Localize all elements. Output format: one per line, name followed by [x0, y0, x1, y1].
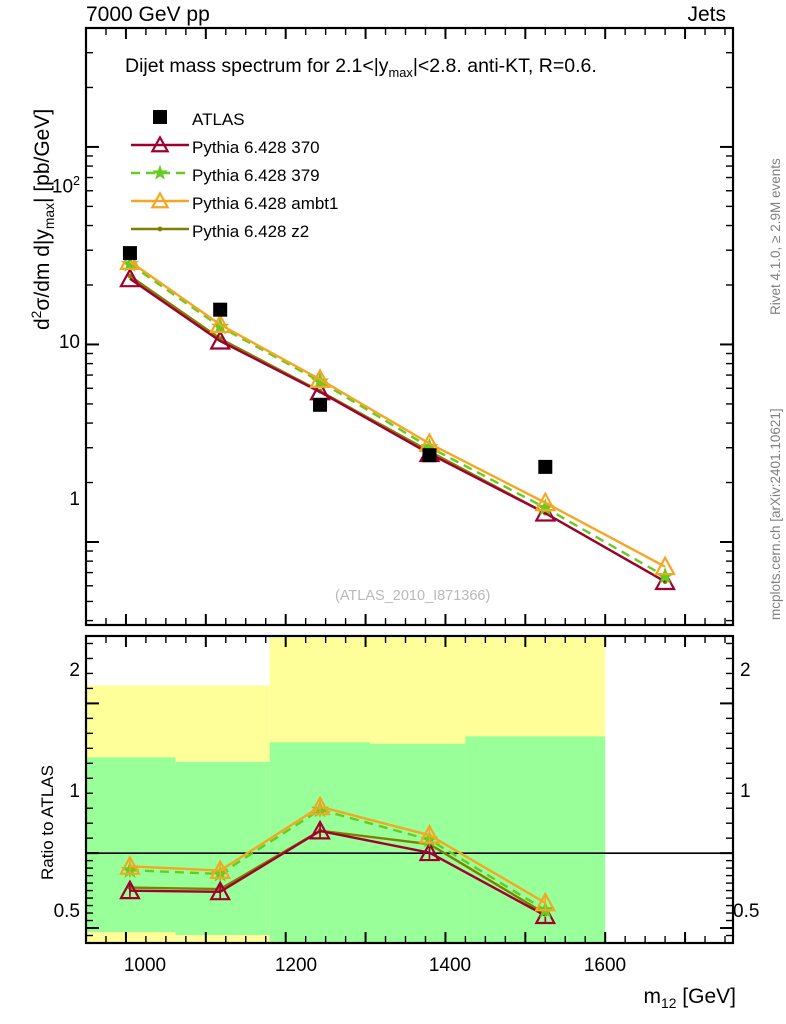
- marker-triangle: [309, 368, 331, 388]
- main-series-line: [129, 260, 666, 568]
- marker-triangle: [418, 841, 441, 862]
- ratio-plot-frame: [84, 634, 735, 945]
- ratio-band-green: [269, 742, 370, 943]
- main-plot-frame: [84, 26, 735, 627]
- marker-dot: [157, 226, 163, 232]
- main-series-line: [129, 277, 666, 583]
- ratio-ytick-2-left: 2: [69, 660, 80, 681]
- marker-triangle: [209, 329, 232, 350]
- xtick-1400: 1400: [428, 955, 472, 976]
- marker-star: [152, 164, 168, 180]
- ratio-band-yellow-low: [86, 932, 176, 943]
- marker-triangle: [534, 891, 557, 912]
- main-series-line: [129, 263, 666, 578]
- xtick-1200: 1200: [274, 955, 318, 976]
- marker-triangle: [119, 855, 141, 875]
- x-axis-label: m12 [GeV]: [643, 985, 736, 1012]
- ratio-ytick-05-left: 0.5: [53, 901, 80, 922]
- ratio-ytick-2-right: 2: [740, 660, 751, 681]
- marker-square: [153, 110, 167, 124]
- marker-square: [422, 448, 437, 463]
- ratio-ytick-1-right: 1: [740, 781, 751, 802]
- marker-triangle: [534, 491, 557, 512]
- main-plot-title: Dijet mass spectrum for 2.1<|ymax|<2.8. …: [125, 55, 597, 80]
- marker-dot: [127, 273, 133, 279]
- legend-label-pythia-379: Pythia 6.428 379: [192, 166, 320, 185]
- ratio-series-line: [129, 808, 546, 912]
- marker-triangle: [654, 555, 676, 576]
- ratio-ytick-05-right: 0.5: [733, 901, 760, 922]
- marker-triangle: [119, 879, 141, 900]
- marker-triangle: [209, 859, 232, 879]
- marker-triangle: [209, 880, 232, 901]
- analysis-id-watermark: (ATLAS_2010_I871366): [335, 588, 491, 604]
- legend-label-pythia-ambt1: Pythia 6.428 ambt1: [192, 194, 339, 213]
- legend-label-pythia-370: Pythia 6.428 370: [192, 138, 320, 157]
- marker-square: [313, 397, 328, 412]
- ratio-band-yellow-low: [175, 935, 270, 943]
- ratio-ytick-1-left: 1: [69, 781, 80, 802]
- marker-triangle: [119, 250, 141, 270]
- marker-triangle: [309, 819, 331, 840]
- xtick-1000: 1000: [123, 955, 167, 976]
- marker-triangle: [150, 135, 170, 153]
- main-ytick-1: 1: [69, 489, 80, 510]
- header-beam-label: 7000 GeV pp: [86, 3, 210, 26]
- header-analysis-label: Jets: [687, 3, 726, 26]
- marker-triangle: [418, 823, 441, 844]
- legend-label-pythia-z2: Pythia 6.428 z2: [192, 222, 310, 241]
- ratio-band-green: [86, 757, 176, 943]
- ratio-band-green: [465, 736, 606, 943]
- xtick-1600: 1600: [583, 955, 627, 976]
- marker-triangle: [209, 313, 232, 334]
- main-ytick-10: 10: [58, 332, 80, 353]
- marker-triangle: [309, 795, 331, 816]
- marker-triangle: [119, 267, 141, 288]
- marker-square: [213, 302, 228, 317]
- marker-square: [538, 459, 553, 474]
- marker-triangle: [150, 191, 170, 209]
- legend-label-atlas: ATLAS: [192, 110, 245, 129]
- marker-square: [122, 246, 137, 261]
- main-ytick-100: 102: [51, 174, 80, 198]
